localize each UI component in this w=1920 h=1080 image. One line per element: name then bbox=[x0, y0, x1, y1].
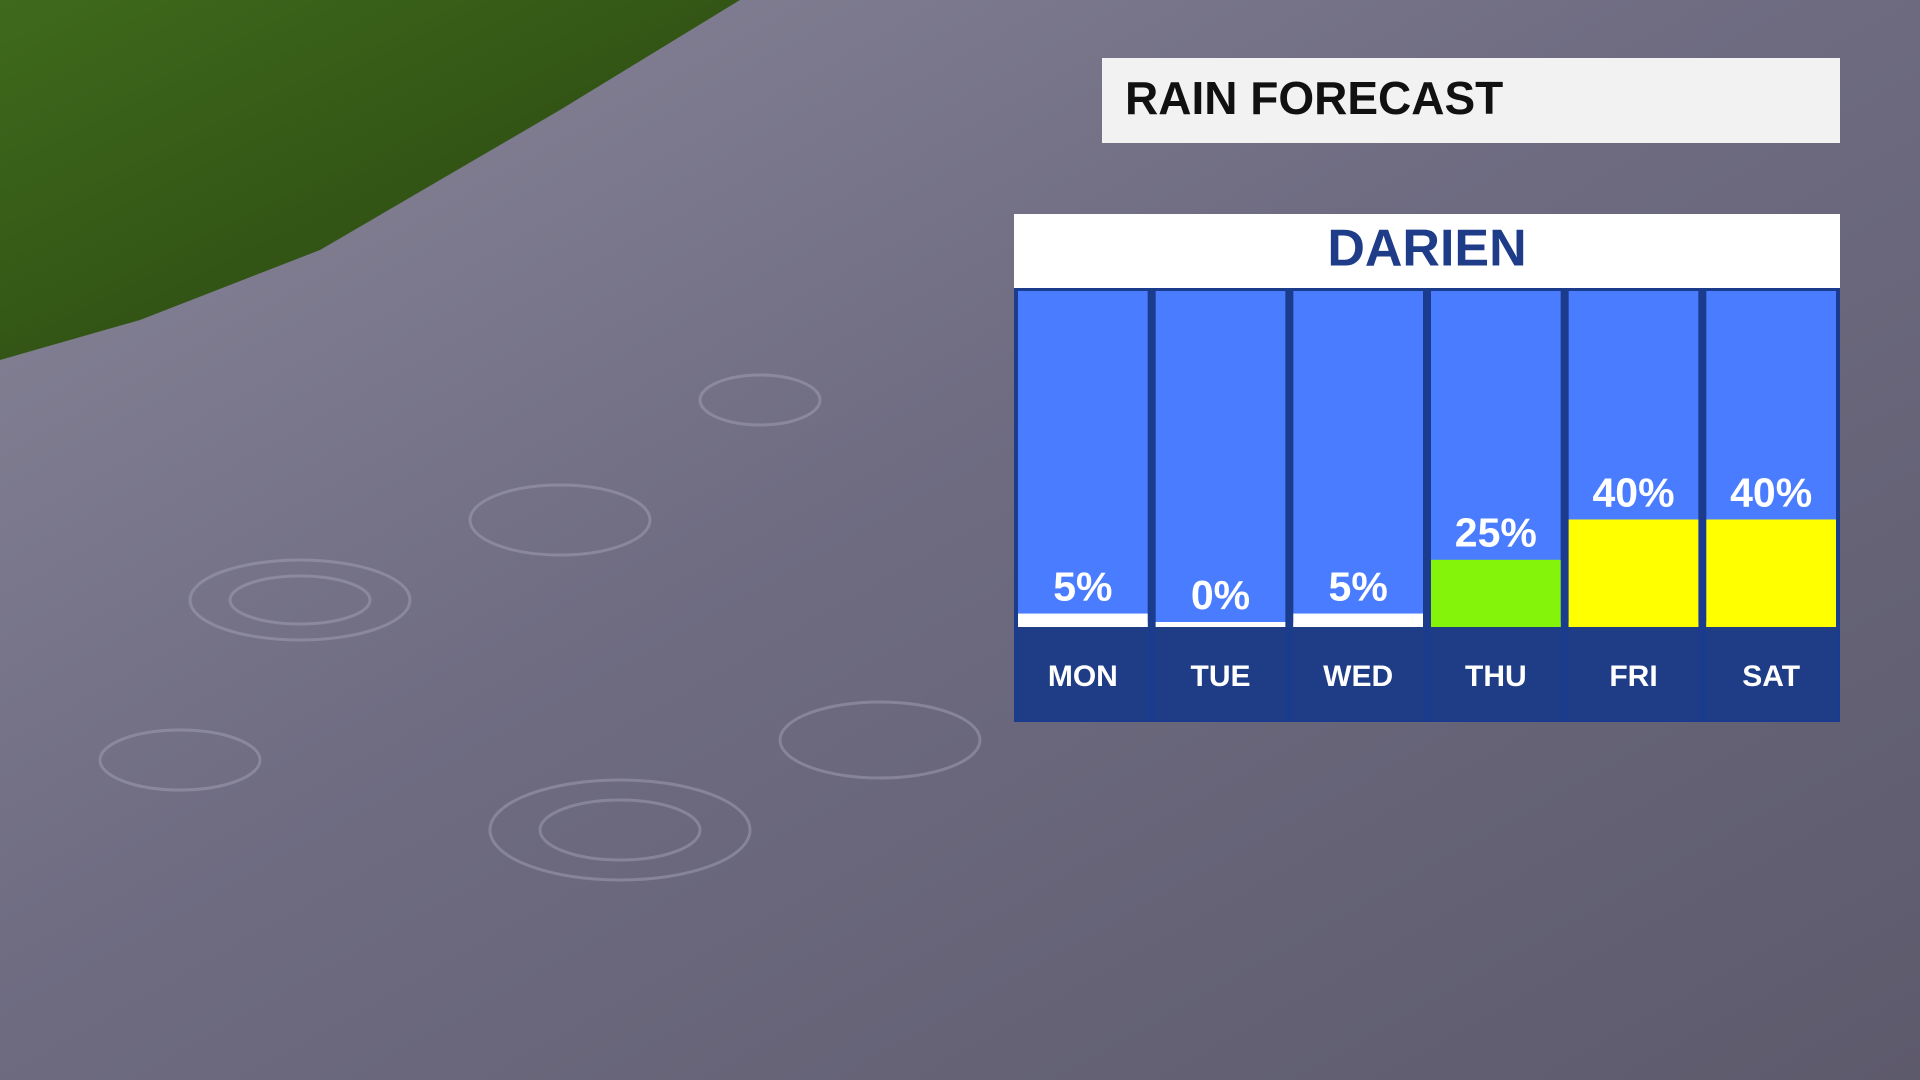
column-background bbox=[1018, 291, 1148, 627]
x-tick-label: TUE bbox=[1191, 660, 1251, 693]
value-label: 0% bbox=[1191, 572, 1250, 618]
x-tick-label: MON bbox=[1048, 660, 1118, 693]
day-band bbox=[1706, 627, 1836, 720]
day-band bbox=[1018, 627, 1148, 720]
column-background bbox=[1155, 291, 1286, 627]
ripples bbox=[98, 373, 982, 882]
bar bbox=[1018, 613, 1148, 627]
value-label: 25% bbox=[1455, 510, 1537, 556]
day-band bbox=[1155, 627, 1286, 720]
value-label: 40% bbox=[1730, 469, 1812, 515]
x-tick-label: WED bbox=[1323, 660, 1393, 693]
bar bbox=[1431, 559, 1561, 627]
bar bbox=[1293, 613, 1423, 627]
day-band bbox=[1431, 627, 1561, 720]
subtitle-box bbox=[1014, 214, 1840, 288]
value-label: 5% bbox=[1329, 563, 1388, 609]
day-band bbox=[1293, 627, 1423, 720]
title-box bbox=[1102, 58, 1840, 143]
value-label: 5% bbox=[1053, 563, 1112, 609]
chart-subtitle: DARIEN bbox=[1327, 220, 1526, 278]
panel bbox=[1014, 288, 1840, 722]
baseline bbox=[1155, 622, 1286, 627]
bar bbox=[1568, 519, 1699, 627]
chart-title: RAIN FORECAST bbox=[1125, 72, 1503, 124]
column-background bbox=[1293, 291, 1423, 627]
grass bbox=[0, 0, 740, 360]
x-tick-label: THU bbox=[1465, 660, 1527, 693]
value-label: 40% bbox=[1592, 469, 1674, 515]
bar bbox=[1706, 519, 1836, 627]
x-tick-label: FRI bbox=[1609, 660, 1657, 693]
day-band bbox=[1568, 627, 1699, 720]
x-tick-label: SAT bbox=[1742, 660, 1800, 693]
